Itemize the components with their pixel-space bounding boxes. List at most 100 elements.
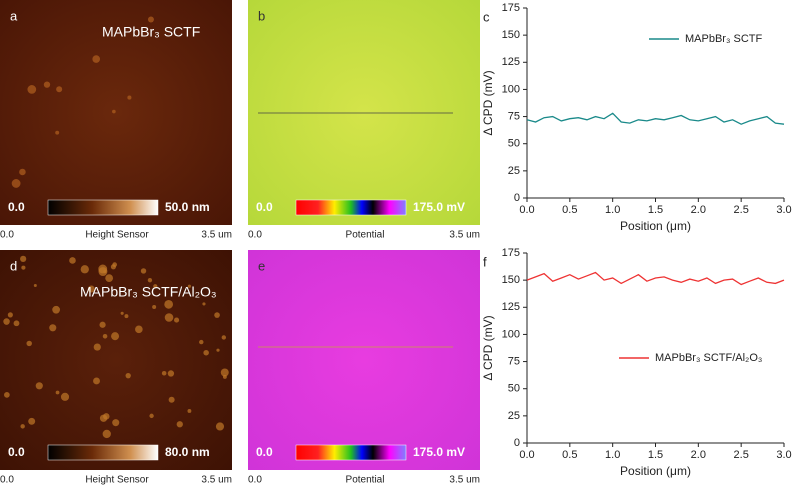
x-tick-label: 0.0 xyxy=(519,204,534,216)
x-tick-label: 0.5 xyxy=(562,204,577,216)
grain xyxy=(99,321,106,328)
grain xyxy=(222,374,227,379)
grain xyxy=(187,409,192,413)
grain xyxy=(112,109,116,114)
y-tick-label: 150 xyxy=(502,274,520,286)
y-tick-label: 75 xyxy=(508,355,520,367)
panel-title: MAPbBr₃ SCTF xyxy=(102,24,200,40)
grain xyxy=(220,368,229,377)
x-tick-label: 3.0 xyxy=(776,449,791,461)
axis-right: 3.5 um xyxy=(449,230,480,241)
x-axis-label: Position (μm) xyxy=(620,219,691,233)
grain xyxy=(135,325,143,334)
y-tick-label: 25 xyxy=(508,410,520,422)
grain xyxy=(13,320,20,327)
grain xyxy=(199,339,204,345)
axis-left: 0.0 xyxy=(248,475,262,486)
panel-label: c xyxy=(483,9,490,24)
scale-min: 0.0 xyxy=(256,200,273,214)
grain xyxy=(56,86,63,93)
grain xyxy=(140,268,147,274)
axis-right: 3.5 um xyxy=(201,230,232,241)
grain xyxy=(221,335,227,340)
grain xyxy=(52,305,60,314)
data-line xyxy=(526,271,785,286)
grain xyxy=(69,257,76,264)
axis-title: Potential xyxy=(346,230,385,241)
grain xyxy=(11,179,21,188)
afm-image xyxy=(248,0,480,225)
x-axis-label: Position (μm) xyxy=(620,464,691,478)
x-tick-label: 1.0 xyxy=(605,204,620,216)
x-tick-label: 1.5 xyxy=(648,449,663,461)
panel-label: d xyxy=(10,258,17,273)
scale-max: 80.0 nm xyxy=(165,445,210,459)
panel-title: MAPbBr₃ SCTF/Al₂O₃ xyxy=(80,284,217,300)
panel-label: b xyxy=(258,8,265,23)
grain xyxy=(87,285,95,293)
scale-min: 0.0 xyxy=(8,200,25,214)
grain xyxy=(125,373,131,379)
grain xyxy=(93,343,101,351)
y-axis-label: Δ CPD (mV) xyxy=(481,315,495,380)
grain xyxy=(60,392,70,401)
axis-left: 0.0 xyxy=(0,230,14,241)
grain xyxy=(176,421,183,428)
x-tick-label: 3.0 xyxy=(776,204,791,216)
grain xyxy=(164,299,174,309)
grain xyxy=(124,314,129,319)
x-tick-label: 2.5 xyxy=(734,449,749,461)
grain xyxy=(49,324,57,332)
grain xyxy=(21,265,26,270)
grain xyxy=(167,370,175,377)
x-tick-label: 2.5 xyxy=(734,204,749,216)
grain xyxy=(168,396,175,403)
grain xyxy=(120,311,124,315)
grain xyxy=(216,348,220,352)
x-tick-label: 1.5 xyxy=(648,204,663,216)
panel-label: a xyxy=(10,8,18,23)
scale-min: 0.0 xyxy=(256,445,273,459)
grain xyxy=(149,413,154,419)
y-tick-label: 175 xyxy=(502,247,520,259)
grain xyxy=(214,312,220,318)
y-tick-label: 50 xyxy=(508,138,520,150)
y-tick-label: 175 xyxy=(502,2,520,14)
x-tick-label: 1.0 xyxy=(605,449,620,461)
data-line xyxy=(526,112,785,125)
y-tick-label: 150 xyxy=(502,29,520,41)
grain xyxy=(164,313,174,322)
scale-min: 0.0 xyxy=(8,445,25,459)
axis-right: 3.5 um xyxy=(449,475,480,486)
grain xyxy=(92,55,101,63)
axis-right: 3.5 um xyxy=(201,475,232,486)
grain xyxy=(43,81,51,88)
grain xyxy=(19,168,26,176)
grain xyxy=(80,265,89,274)
y-tick-label: 0 xyxy=(514,192,520,204)
y-tick-label: 50 xyxy=(508,383,520,395)
grain xyxy=(55,130,60,135)
axis-title: Potential xyxy=(346,475,385,486)
grain xyxy=(27,85,37,94)
axis-title: Height Sensor xyxy=(85,475,149,486)
panel-label: f xyxy=(483,254,487,269)
y-tick-label: 25 xyxy=(508,165,520,177)
x-tick-label: 2.0 xyxy=(691,449,706,461)
grain xyxy=(153,284,158,289)
scale-max: 175.0 mV xyxy=(413,445,465,459)
grain xyxy=(174,317,180,323)
y-tick-label: 100 xyxy=(502,328,520,340)
grain xyxy=(152,304,157,309)
grain xyxy=(93,377,100,385)
grain xyxy=(4,392,10,398)
y-tick-label: 0 xyxy=(514,437,520,449)
scale-max: 50.0 nm xyxy=(165,200,210,214)
grain xyxy=(7,312,13,318)
grain xyxy=(55,390,60,395)
x-tick-label: 0.5 xyxy=(562,449,577,461)
x-tick-label: 0.0 xyxy=(519,449,534,461)
panel-label: e xyxy=(258,258,265,273)
y-tick-label: 100 xyxy=(502,83,520,95)
